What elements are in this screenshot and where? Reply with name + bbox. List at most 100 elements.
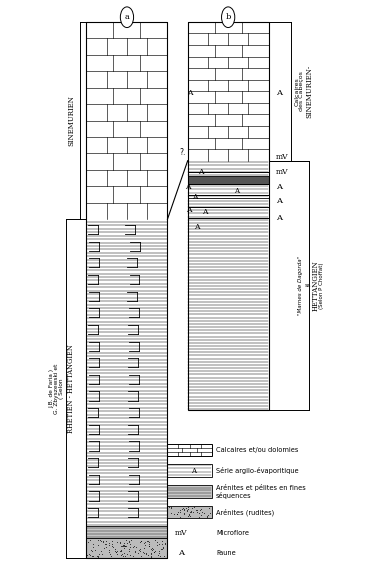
Circle shape [120, 7, 134, 28]
Point [137, 546, 142, 556]
Bar [167, 485, 212, 498]
Point [88, 550, 93, 560]
Point [88, 545, 94, 554]
Text: A: A [276, 197, 282, 205]
Point [141, 548, 146, 557]
Bar [86, 526, 167, 538]
Point [168, 509, 174, 518]
Point [109, 540, 115, 549]
Text: a: a [124, 13, 130, 21]
Point [174, 509, 180, 518]
Point [159, 545, 165, 554]
Point [95, 551, 100, 560]
Point [148, 552, 154, 561]
Text: HETTANGIEN: HETTANGIEN [312, 260, 320, 311]
Bar [86, 219, 167, 526]
Point [146, 542, 152, 551]
Point [102, 539, 108, 548]
Point [198, 511, 204, 520]
Point [103, 542, 109, 552]
Text: A: A [198, 168, 203, 176]
Bar [167, 506, 212, 518]
Point [187, 511, 192, 521]
Point [126, 538, 132, 547]
Point [128, 535, 134, 544]
Point [146, 539, 152, 548]
Point [120, 540, 126, 549]
Point [107, 550, 113, 559]
Point [114, 549, 120, 559]
Point [156, 540, 162, 549]
Point [98, 537, 104, 546]
Point [117, 538, 123, 547]
Text: Calcaires: Calcaires [294, 77, 300, 106]
Point [169, 503, 174, 513]
Text: SINEMURIEN-: SINEMURIEN- [305, 65, 314, 118]
Point [193, 506, 199, 515]
Point [110, 542, 116, 551]
Point [122, 552, 128, 561]
Text: Faune: Faune [216, 550, 236, 556]
Point [89, 551, 95, 560]
Point [162, 540, 168, 549]
Point [99, 549, 105, 559]
Point [106, 546, 112, 555]
Point [132, 543, 138, 552]
Point [185, 511, 191, 521]
Point [206, 504, 212, 513]
Text: mV: mV [276, 168, 289, 176]
Point [139, 536, 145, 545]
Point [126, 547, 132, 556]
Bar [188, 22, 269, 410]
Point [154, 540, 160, 549]
Point [100, 537, 106, 546]
Point [191, 503, 197, 512]
Text: A: A [234, 187, 239, 195]
Point [148, 549, 153, 558]
Point [109, 541, 115, 550]
Point [194, 507, 200, 517]
Point [190, 507, 195, 517]
Point [101, 543, 107, 552]
Point [142, 541, 148, 550]
Point [148, 548, 153, 557]
Text: A: A [191, 467, 197, 475]
Point [141, 543, 147, 552]
Point [198, 505, 204, 514]
Point [127, 550, 132, 560]
Text: ?.: ?. [180, 148, 186, 157]
Point [92, 546, 98, 555]
Point [205, 510, 211, 519]
Point [95, 552, 101, 561]
Point [159, 540, 165, 549]
Point [144, 536, 150, 545]
Point [119, 549, 125, 559]
Point [180, 503, 186, 513]
Point [199, 507, 205, 517]
Point [145, 550, 151, 559]
Text: mV: mV [276, 153, 289, 161]
Point [120, 551, 126, 560]
Text: A: A [276, 214, 282, 222]
Point [204, 512, 210, 521]
Point [196, 512, 202, 521]
Point [158, 545, 164, 554]
Point [84, 550, 90, 560]
Point [131, 542, 137, 551]
Point [130, 552, 136, 561]
Point [126, 544, 132, 553]
Point [204, 511, 210, 521]
Point [98, 535, 103, 544]
Point [121, 548, 127, 557]
Point [187, 507, 192, 517]
Text: Calcaires et/ou dolomies: Calcaires et/ou dolomies [216, 447, 298, 453]
Point [118, 550, 124, 560]
Bar [188, 22, 269, 161]
Text: ( Selon: ( Selon [59, 378, 64, 399]
Bar [86, 538, 167, 558]
Point [181, 505, 187, 514]
Point [160, 544, 166, 553]
Text: SINEMURIEN: SINEMURIEN [68, 95, 76, 146]
Point [168, 503, 174, 512]
Point [189, 504, 195, 513]
